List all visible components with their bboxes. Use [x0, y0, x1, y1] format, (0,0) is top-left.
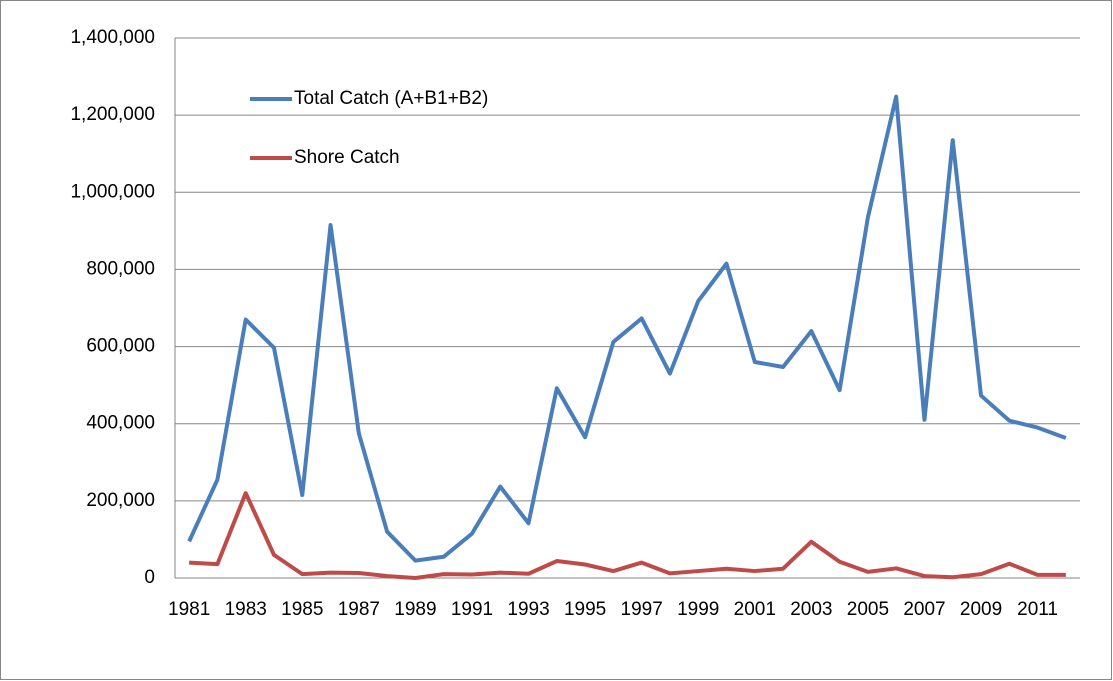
x-tick-label: 1997: [621, 599, 663, 620]
x-tick-label: 1991: [451, 599, 493, 620]
y-tick-label: 0: [144, 567, 155, 588]
x-tick-label: 1993: [507, 599, 549, 620]
x-tick-label: 2009: [960, 599, 1002, 620]
x-tick-label: 2011: [1017, 599, 1058, 620]
x-tick-label: 1995: [564, 599, 606, 620]
y-tick-label: 800,000: [86, 258, 155, 279]
y-tick-label: 400,000: [86, 413, 155, 434]
x-tick-label: 2007: [903, 599, 945, 620]
x-tick-label: 1985: [281, 599, 323, 620]
x-tick-label: 1989: [394, 599, 436, 620]
y-tick-label: 1,200,000: [70, 104, 155, 125]
y-tick-label: 1,000,000: [70, 181, 155, 202]
y-tick-label: 600,000: [86, 336, 155, 357]
series-line: [187, 94, 1067, 563]
x-tick-label: 2005: [847, 599, 889, 620]
legend-label: Shore Catch: [294, 147, 400, 168]
series-line: [189, 491, 1066, 580]
y-tick-label: 200,000: [86, 490, 155, 511]
x-tick-label: 1999: [677, 599, 719, 620]
y-tick-label: 1,400,000: [70, 27, 155, 48]
x-tick-label: 2003: [790, 599, 832, 620]
x-tick-label: 1987: [338, 599, 380, 620]
legend-label: Total Catch (A+B1+B2): [294, 88, 488, 109]
x-tick-label: 2001: [734, 599, 776, 620]
x-tick-label: 1981: [168, 599, 210, 620]
x-tick-label: 1983: [225, 599, 267, 620]
